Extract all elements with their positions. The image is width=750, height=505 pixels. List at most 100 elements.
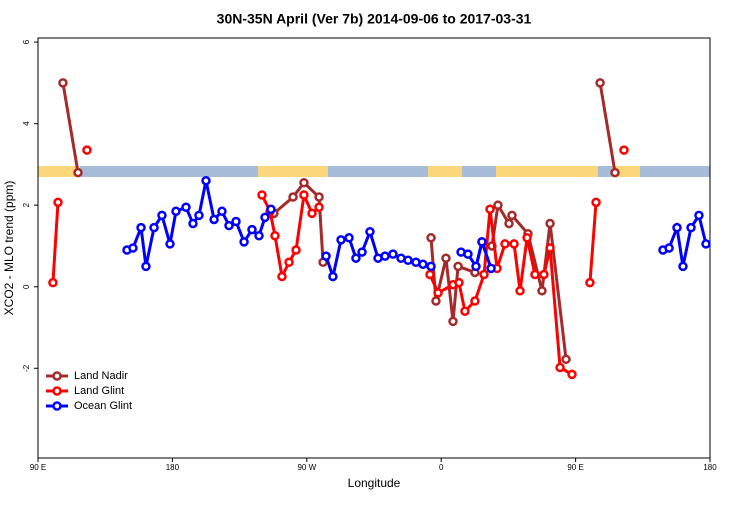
- data-point: [694, 210, 704, 221]
- data-point: [701, 239, 711, 249]
- data-point: [418, 259, 428, 270]
- data-point: [470, 296, 480, 306]
- data-point: [171, 206, 181, 217]
- data-point: [591, 197, 601, 208]
- x-tick-label: 90 W: [297, 463, 316, 472]
- data-point: [431, 296, 441, 306]
- data-point: [454, 277, 464, 288]
- legend-marker: [52, 386, 62, 396]
- y-axis-label: XCO2 - MLO trend (ppm): [2, 181, 16, 316]
- data-point: [201, 175, 211, 186]
- data-point: [567, 369, 577, 380]
- data-point: [48, 277, 58, 288]
- data-point: [141, 261, 151, 272]
- data-point: [277, 271, 287, 282]
- data-point: [388, 249, 398, 259]
- data-point: [357, 247, 367, 257]
- data-point: [664, 243, 674, 253]
- data-point: [463, 249, 473, 259]
- data-point: [530, 269, 540, 280]
- data-point: [254, 231, 264, 241]
- data-point: [291, 245, 301, 255]
- data-point: [239, 237, 249, 247]
- x-tick-label: 90 E: [567, 463, 583, 472]
- y-tick-label: -2: [22, 364, 31, 372]
- legend-label: Ocean Glint: [74, 400, 132, 412]
- data-point: [426, 233, 436, 243]
- data-point: [672, 222, 682, 233]
- data-point: [522, 233, 532, 243]
- data-point: [73, 167, 83, 178]
- data-point: [448, 316, 458, 327]
- land-band: [612, 166, 640, 177]
- series-line: [588, 202, 598, 283]
- y-tick-label: 4: [22, 121, 31, 126]
- data-point: [128, 243, 138, 253]
- land-band: [428, 166, 462, 177]
- legend-marker: [52, 371, 62, 381]
- land-band: [496, 166, 598, 177]
- data-point: [257, 190, 267, 200]
- data-point: [307, 208, 317, 219]
- data-point: [328, 271, 338, 282]
- data-point: [266, 204, 276, 215]
- data-point: [561, 354, 571, 365]
- data-point: [686, 222, 696, 233]
- y-tick-label: 2: [22, 202, 31, 207]
- data-point: [231, 216, 241, 227]
- chart-title: 30N-35N April (Ver 7b) 2014-09-06 to 201…: [217, 11, 532, 27]
- data-point: [58, 78, 68, 88]
- data-point: [149, 222, 159, 233]
- land-ocean-strip: [38, 166, 710, 177]
- data-point: [314, 202, 324, 212]
- data-point: [425, 269, 435, 280]
- data-point: [270, 231, 280, 241]
- data-point: [539, 269, 549, 280]
- y-tick-label: 6: [22, 39, 31, 44]
- data-point: [380, 251, 390, 261]
- legend-marker: [52, 401, 62, 411]
- data-point: [181, 202, 191, 212]
- data-point: [299, 178, 309, 188]
- legend-label: Land Glint: [74, 385, 124, 397]
- data-point: [351, 253, 361, 263]
- data-point: [53, 197, 63, 208]
- data-point: [314, 192, 324, 202]
- series-line: [61, 82, 80, 173]
- data-point: [441, 253, 451, 263]
- data-point: [585, 277, 595, 288]
- x-tick-label: 180: [703, 463, 717, 472]
- data-point: [260, 212, 270, 223]
- data-point: [537, 286, 547, 296]
- data-point: [336, 235, 346, 245]
- series-line: [51, 202, 60, 283]
- data-point: [479, 269, 489, 280]
- series-line: [662, 211, 708, 267]
- series-line: [126, 180, 273, 267]
- data-point: [504, 218, 514, 229]
- data-point: [82, 145, 92, 155]
- x-tick-label: 90 E: [30, 463, 46, 472]
- data-point: [247, 224, 257, 235]
- x-tick-label: 180: [166, 463, 180, 472]
- data-point: [288, 192, 298, 202]
- data-point: [136, 222, 146, 233]
- data-point: [365, 226, 375, 237]
- data-point: [493, 200, 503, 210]
- legend-label: Land Nadir: [74, 370, 128, 382]
- plot-frame: [37, 37, 711, 459]
- data-point: [619, 145, 629, 155]
- data-point: [426, 261, 436, 272]
- x-tick-label: 0: [439, 463, 444, 472]
- data-point: [321, 251, 331, 261]
- land-band: [38, 166, 80, 177]
- data-point: [610, 167, 620, 178]
- data-point: [500, 239, 510, 249]
- data-point: [403, 255, 413, 265]
- y-tick-label: 0: [22, 284, 31, 289]
- data-point: [545, 218, 555, 229]
- data-point: [486, 263, 496, 274]
- x-axis-label: Longitude: [348, 476, 401, 490]
- data-point: [433, 288, 443, 298]
